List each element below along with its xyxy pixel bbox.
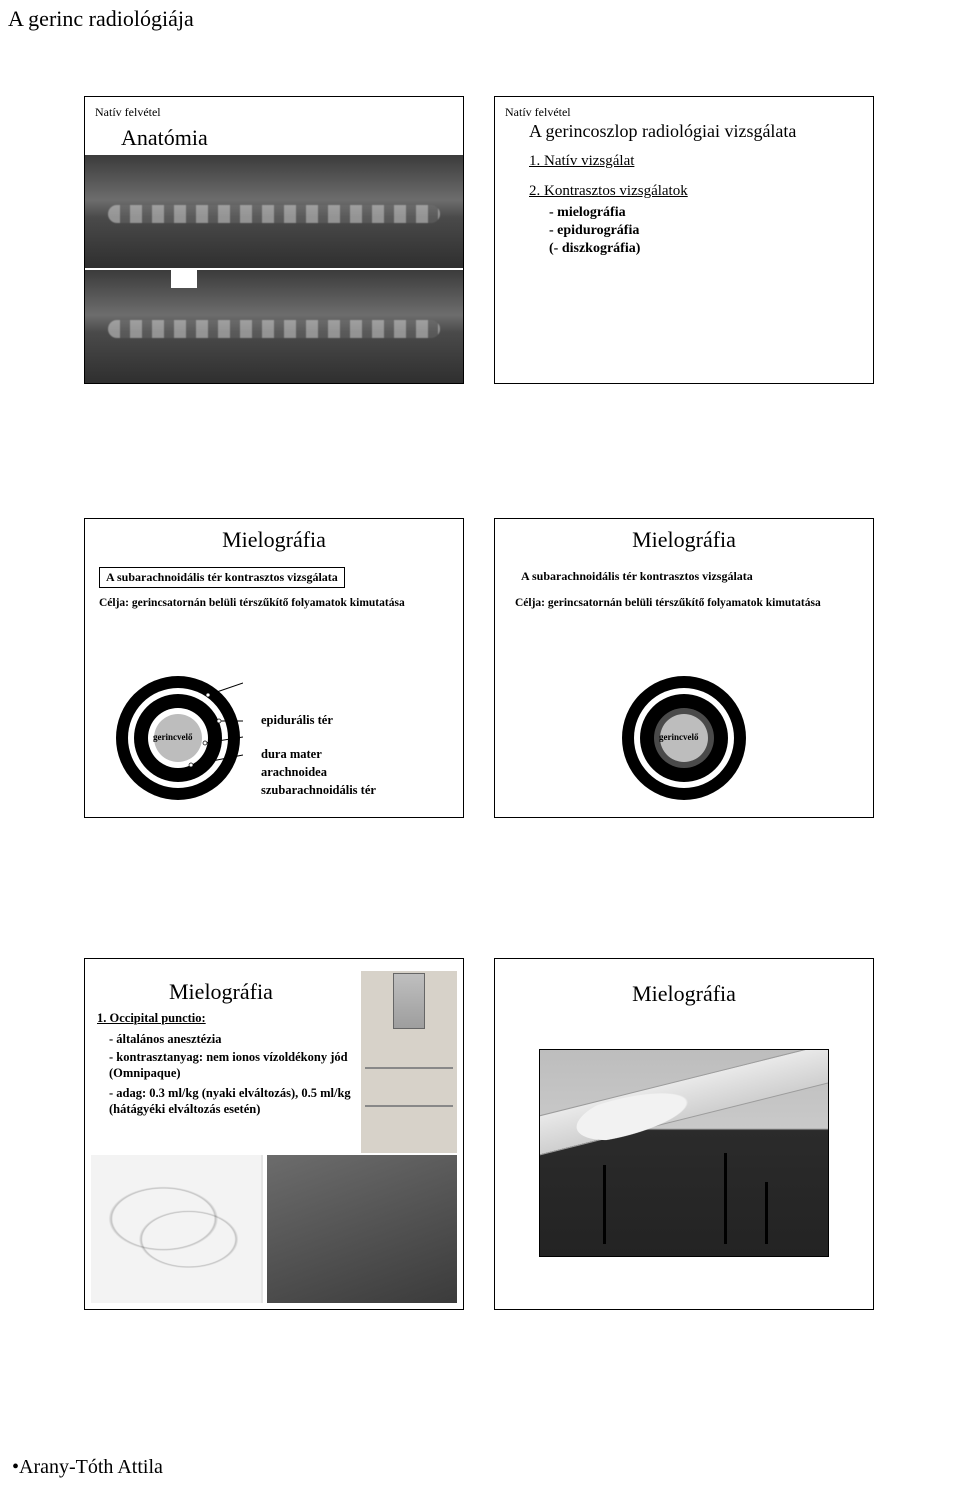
slide3-label-list: epidurális tér dura mater arachnoidea sz… <box>261 711 376 800</box>
table-leg-icon <box>724 1153 727 1244</box>
slide5-title: Mielográfia <box>169 979 273 1005</box>
label-arachnoidea: arachnoidea <box>261 763 376 781</box>
slide2-item2: 2. Kontrasztos vizsgálatok <box>529 183 688 200</box>
slide-mielografia-diagram-labelled: Mielográfia A subarachnoidális tér kontr… <box>84 518 464 818</box>
slide4-celja: Célja: gerincsatornán belüli térszűkítő … <box>515 597 821 609</box>
slide4-subtitle: A subarachnoidális tér kontrasztos vizsg… <box>521 569 753 584</box>
slide2-sub2: - epidurográfia <box>549 223 639 239</box>
bullet-icon: • <box>12 1456 19 1478</box>
slide6-title: Mielográfia <box>495 981 873 1007</box>
slide6-photo <box>540 1050 828 1256</box>
slide4-title: Mielográfia <box>495 527 873 553</box>
xray-inset-white <box>171 270 197 288</box>
slide5-heading: 1. Occipital punctio: <box>97 1011 206 1026</box>
slide3-celja: Célja: gerincsatornán belüli térszűkítő … <box>99 597 405 609</box>
slide3-subtitle: A subarachnoidális tér kontrasztos vizsg… <box>99 567 345 588</box>
slide2-sub1: - mielográfia <box>549 205 626 221</box>
slide5-skull-drawing <box>91 1155 263 1303</box>
xray-image-2 <box>85 270 463 383</box>
slide2-sub3: (- diszkográfia) <box>549 241 640 257</box>
label-epiduralis: epidurális tér <box>261 711 376 729</box>
slide5-line3: - adag: 0.3 ml/kg (nyaki elváltozás), 0.… <box>109 1085 353 1118</box>
table-leg-icon <box>765 1182 768 1244</box>
table-leg-icon <box>603 1165 606 1243</box>
label-dura: dura mater <box>261 745 376 763</box>
xray-stack <box>85 155 463 383</box>
slide2-label: Natív felvétel <box>505 105 571 120</box>
slide-row-1: Natív felvétel Anatómia Natív felvétel A… <box>84 96 874 384</box>
label-szub: szubarachnoidális tér <box>261 781 376 799</box>
slide5-puncture-photo <box>267 1155 457 1303</box>
slide-mielografia-diagram-plain: Mielográfia A subarachnoidális tér kontr… <box>494 518 874 818</box>
slide4-ring-diagram: gerincvelő <box>619 673 749 803</box>
slide3-center-label: gerincvelő <box>153 732 193 742</box>
page-title: A gerinc radiológiája <box>8 6 194 32</box>
slide1-label: Natív felvétel <box>95 105 161 120</box>
needle-icon-1 <box>365 1067 453 1069</box>
slide-row-2: Mielográfia A subarachnoidális tér kontr… <box>84 518 874 818</box>
slide-anatomia: Natív felvétel Anatómia <box>84 96 464 384</box>
needle-icon-2 <box>365 1105 453 1107</box>
slide5-right-photo <box>361 971 457 1153</box>
slide-row-3: Mielográfia 1. Occipital punctio: - álta… <box>84 958 874 1310</box>
skull-outline-icon <box>97 1165 255 1293</box>
slide4-center-label: gerincvelő <box>659 732 699 742</box>
slide2-item1: 1. Natív vizsgálat <box>529 153 634 170</box>
slide-occipital-punctio: Mielográfia 1. Occipital punctio: - álta… <box>84 958 464 1310</box>
slide6-photo-frame <box>539 1049 829 1257</box>
slide3-title: Mielográfia <box>85 527 463 553</box>
page: A gerinc radiológiája Natív felvétel Ana… <box>0 0 960 1489</box>
xray-image-1 <box>85 155 463 268</box>
slide1-title: Anatómia <box>121 125 208 151</box>
slide2-title: A gerincoszlop radiológiai vizsgálata <box>529 121 796 142</box>
slide5-line1: - általános anesztézia <box>109 1031 353 1047</box>
omnipaque-vial-icon <box>393 973 425 1029</box>
author-name: Arany-Tóth Attila <box>19 1456 163 1478</box>
author-line: •Arany-Tóth Attila <box>12 1456 163 1479</box>
slide5-line2: - kontrasztanyag: nem ionos vízoldékony … <box>109 1049 353 1082</box>
slide-outline: Natív felvétel A gerincoszlop radiológia… <box>494 96 874 384</box>
slide3-ring-diagram: gerincvelő <box>113 673 243 803</box>
slide-mielografia-table: Mielográfia <box>494 958 874 1310</box>
